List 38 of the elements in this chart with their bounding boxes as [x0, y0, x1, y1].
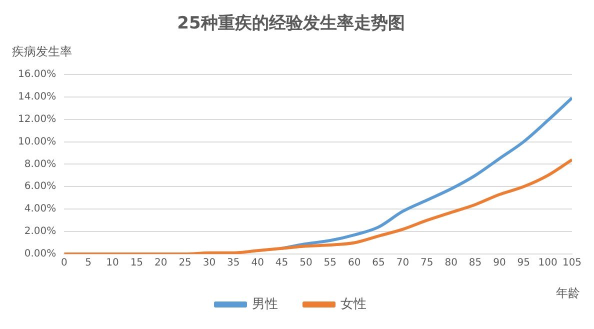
x-tick-label: 105 — [562, 258, 582, 269]
x-tick-label: 90 — [493, 258, 506, 269]
x-tick-label: 75 — [420, 258, 434, 269]
legend-label: 男性 — [252, 296, 278, 312]
y-tick-label: 10.00% — [18, 136, 56, 148]
x-tick-label: 30 — [202, 258, 216, 269]
x-tick-label: 70 — [396, 258, 410, 269]
x-tick-label: 50 — [300, 258, 312, 269]
x-tick-label: 100 — [538, 258, 558, 269]
legend-label: 女性 — [340, 296, 366, 312]
x-tick-label: 60 — [348, 258, 361, 269]
x-tick-label: 0 — [60, 258, 68, 269]
y-tick-label: 12.00% — [18, 114, 56, 125]
y-tick-label: 8.00% — [24, 158, 56, 170]
x-axis-title: 年龄 — [556, 286, 580, 300]
y-tick-label: 4.00% — [24, 204, 56, 215]
x-tick-label: 85 — [468, 258, 482, 269]
y-axis-title: 疾病发生率 — [12, 44, 72, 59]
x-tick-label: 15 — [130, 258, 144, 269]
x-tick-label: 55 — [324, 258, 337, 269]
x-tick-label: 65 — [372, 258, 385, 269]
y-tick-label: 16.00% — [18, 68, 56, 80]
x-tick-label: 35 — [227, 258, 240, 269]
y-tick-label: 14.00% — [18, 91, 56, 102]
x-tick-label: 10 — [106, 258, 119, 269]
x-tick-label: 40 — [251, 258, 264, 269]
line-series — [280, 96, 572, 250]
y-tick-label: 0.00% — [24, 248, 56, 260]
x-tick-label: 25 — [178, 258, 192, 269]
x-tick-label: 80 — [444, 258, 458, 269]
x-tick-label: 20 — [154, 258, 168, 269]
line-series — [64, 158, 572, 254]
x-tick-label: 5 — [85, 258, 92, 269]
y-tick-label: 6.00% — [24, 181, 56, 192]
x-tick-label: 95 — [517, 258, 530, 269]
x-tick-label: 45 — [275, 258, 288, 269]
chart-title: 25种重疾的经验发生率走势图 — [177, 14, 405, 34]
y-tick-label: 2.00% — [24, 226, 56, 238]
